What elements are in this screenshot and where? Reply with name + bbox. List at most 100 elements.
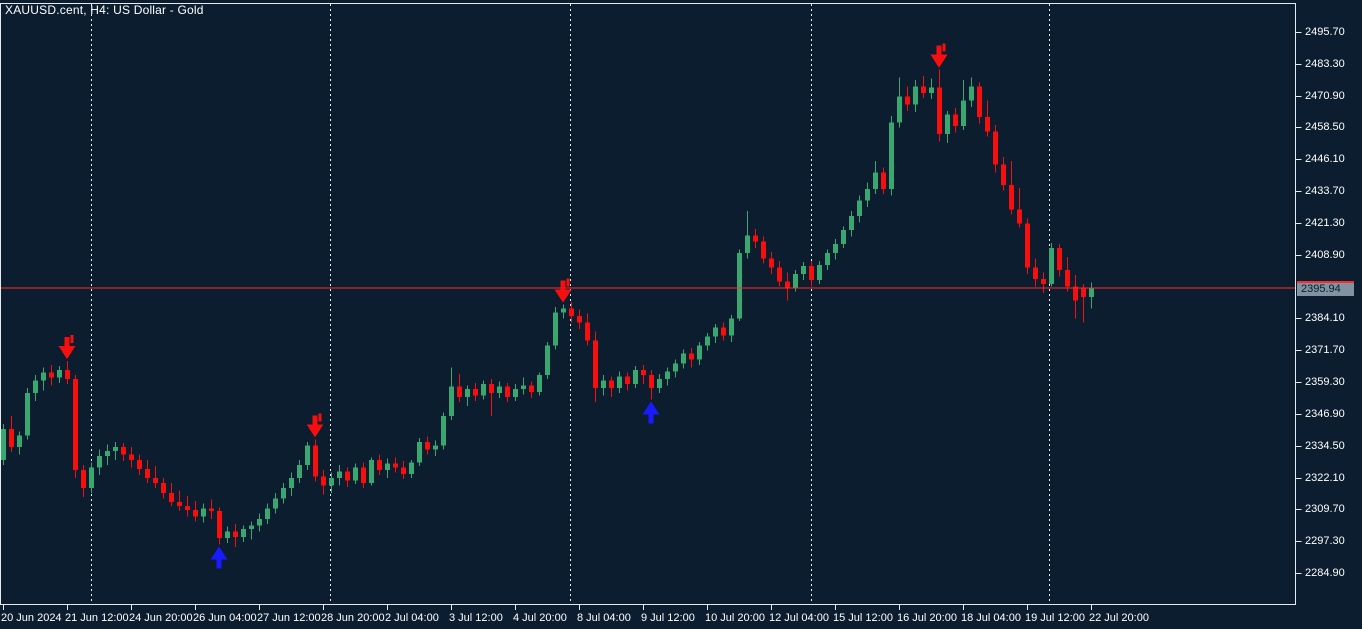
candle [233,523,238,548]
candle [153,466,158,489]
candle [401,461,406,480]
candle [57,366,62,383]
candle [161,477,166,499]
time-tick-label: 21 Jun 12:00 [65,612,129,624]
candle [921,76,926,98]
candle [481,380,486,400]
price-tick-label: 2359.30 [1305,376,1345,388]
candle [289,472,294,496]
candle [881,167,886,195]
candle [873,160,878,195]
price-tick-label: 2433.70 [1305,185,1345,197]
price-tick-label: 2384.10 [1305,312,1345,324]
candle [65,361,70,385]
candle [257,513,262,532]
candle [969,77,974,107]
candle [129,446,134,468]
candle [433,440,438,456]
price-tick-label: 2297.30 [1305,535,1345,547]
sell-signal-arrow[interactable] [554,278,572,303]
candle [209,499,214,519]
candle [425,436,430,455]
sell-signal-arrow[interactable] [930,43,948,68]
candle [177,490,182,512]
time-tick-label: 18 Jul 04:00 [961,612,1021,624]
sell-signal-arrow[interactable] [58,335,76,360]
candle [953,108,958,133]
candle [33,375,38,401]
candle [577,309,582,329]
candle [473,382,478,401]
price-tick-label: 2408.90 [1305,249,1345,261]
candle [593,331,598,403]
candle [329,472,334,494]
candle [17,431,22,455]
candle [601,375,606,396]
candle [849,210,854,237]
candle [985,100,990,137]
candle [265,503,270,524]
candle [569,301,574,323]
candle [553,307,558,350]
candle [513,384,518,401]
time-tick-label: 10 Jul 20:00 [705,612,765,624]
candle [25,387,30,440]
candle [1089,282,1094,309]
sell-signal-arrow[interactable] [306,413,324,438]
candle [673,359,678,378]
candle [753,228,758,249]
candle [913,79,918,113]
candle [665,367,670,386]
plot-frame [0,3,1296,605]
candle [361,462,366,489]
candle [561,304,566,319]
candle [169,482,174,507]
candle [441,412,446,450]
time-tick-label: 19 Jul 12:00 [1025,612,1085,624]
time-tick-label: 2 Jul 04:00 [385,612,439,624]
candle [705,332,710,351]
candle [537,372,542,396]
candle [1049,242,1054,287]
candle [1033,258,1038,287]
price-tick-label: 2495.70 [1305,26,1345,38]
time-tick-label: 12 Jul 04:00 [769,612,829,624]
candle [505,382,510,403]
candle [281,482,286,504]
candle [9,416,14,453]
candle [1025,218,1030,274]
buy-signal-arrow[interactable] [210,546,228,569]
candle [777,260,782,287]
candle [945,110,950,143]
candle [201,503,206,523]
price-tick-label: 2458.50 [1305,121,1345,133]
candle [977,82,982,124]
candle [121,443,126,462]
candle [49,364,54,386]
candle [417,438,422,467]
candle [1057,244,1062,277]
price-tick-label: 2322.10 [1305,472,1345,484]
candle [377,454,382,476]
candle [393,457,398,473]
candle [817,260,822,285]
candle [489,378,494,417]
candle [385,458,390,478]
candle [137,454,142,476]
candle [449,367,454,421]
candle [825,249,830,270]
candle [609,376,614,397]
time-tick-label: 3 Jul 12:00 [449,612,503,624]
candle [905,86,910,111]
candle [809,260,814,287]
time-tick-label: 24 Jun 20:00 [129,612,193,624]
candle [81,464,86,498]
candle [633,366,638,388]
buy-signal-arrow[interactable] [642,401,660,424]
candle [993,124,998,173]
candle [721,322,726,341]
